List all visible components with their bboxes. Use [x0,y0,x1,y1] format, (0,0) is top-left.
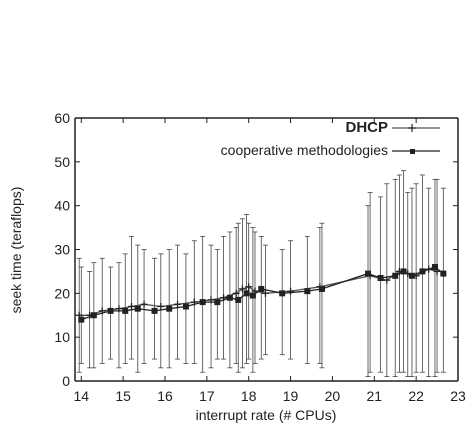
y-tick-label: 60 [54,110,70,126]
y-axis-title: seek time (teraflops) [8,187,24,314]
data-point-square [377,274,384,281]
y-tick-label: 40 [54,198,70,214]
legend-label-dhcp: DHCP [345,119,388,136]
x-tick-label: 22 [408,388,424,404]
data-point-plus [425,265,433,273]
legend-label-cooperative-methodologies: cooperative methodologies [221,142,388,158]
axis-ticks: 14 15 16 17 18 19 20 21 22 23 0 10 20 30 40 50 60 [54,110,466,404]
y-tick-label: 0 [62,373,70,389]
y-tick-label: 30 [54,242,70,258]
data-point-plus [207,296,215,304]
data-point-square [78,316,85,323]
data-point-square [440,270,447,277]
data-point-plus [157,302,165,310]
error-bars [76,170,446,378]
data-point-plus [383,276,391,284]
data-point-plus [174,300,182,308]
data-point-square [134,305,141,312]
legend-marker-cooperative-methodologies [410,149,415,154]
data-point-plus [140,300,148,308]
data-point-plus [220,294,228,302]
data-markers [75,264,447,323]
y-tick-label: 50 [54,154,70,170]
data-point-square [182,303,189,310]
data-point-square [279,290,286,297]
data-point-plus [128,302,136,310]
data-point-plus [261,289,269,297]
data-point-plus [98,307,106,315]
x-tick-label: 21 [366,388,382,404]
x-tick-label: 14 [73,388,89,404]
legend: DHCP cooperative methodologies [221,119,440,158]
data-point-square [408,272,415,279]
data-point-square [400,268,407,275]
data-point-square [249,292,256,299]
data-point-square [258,285,265,292]
data-point-square [199,299,206,306]
x-tick-label: 15 [115,388,131,404]
data-point-square [304,288,311,295]
data-point-square [122,307,129,314]
data-point-square [235,296,242,303]
data-point-square [365,270,372,277]
data-point-square [107,307,114,314]
data-point-plus [190,298,198,306]
data-point-plus [245,283,253,291]
x-tick-label: 19 [283,388,299,404]
data-point-square [392,272,399,279]
x-tick-label: 23 [450,388,466,404]
data-point-square [243,290,250,297]
legend-marker-dhcp [408,124,416,132]
x-tick-label: 17 [199,388,215,404]
data-point-square [419,268,426,275]
data-point-square [151,307,158,314]
data-point-square [90,312,97,319]
y-tick-label: 20 [54,285,70,301]
data-point-square [214,299,221,306]
x-tick-label: 18 [241,388,257,404]
x-axis-title: interrupt rate (# CPUs) [196,407,337,423]
data-point-plus [238,285,246,293]
x-tick-label: 16 [157,388,173,404]
data-point-plus [115,305,123,313]
x-tick-label: 20 [325,388,341,404]
data-point-plus [232,289,240,297]
data-point-square [166,305,173,312]
data-point-square [431,264,438,271]
data-point-square [318,285,325,292]
data-point-plus [287,287,295,295]
data-point-square [226,294,233,301]
y-tick-label: 10 [54,329,70,345]
